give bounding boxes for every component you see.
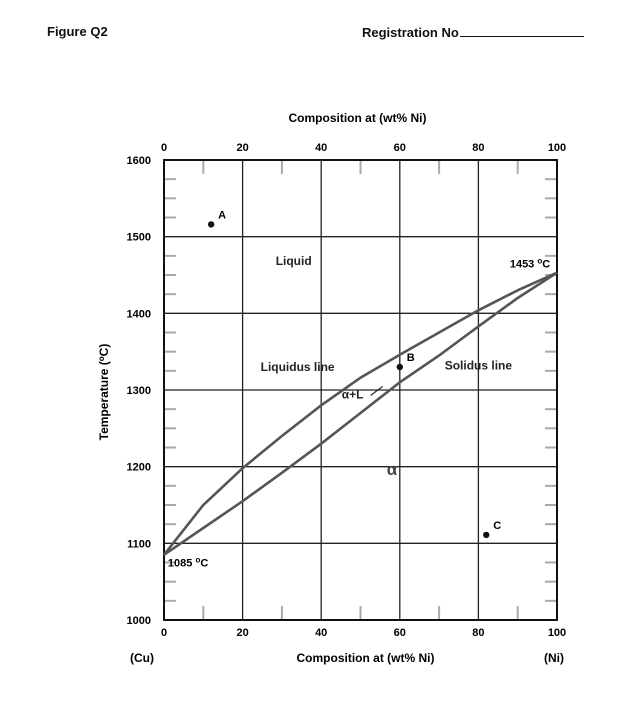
solidus-curve	[163, 271, 558, 556]
point-c-label: C	[493, 520, 501, 532]
ni-end-label: (Ni)	[544, 651, 564, 665]
minor-ticks	[164, 160, 557, 620]
x-top-tick-label: 20	[236, 142, 248, 154]
registration-blank-line	[459, 24, 584, 37]
tick-labels: 0 0 20 20 40 40 60 60 80 80 100 100 1000 1100 1200 1300…	[127, 142, 567, 639]
region-label-0: Liquid	[276, 254, 312, 268]
melting-point-label-0: 1453 oC	[510, 256, 550, 270]
point-a-label: A	[218, 209, 226, 221]
y-title-pre: Temperature (	[97, 361, 111, 440]
liquidus-curve	[162, 271, 558, 556]
degree-unit: C	[200, 557, 208, 569]
point-b-label: B	[407, 352, 415, 364]
x-axis-top-title: Composition at (wt% Ni)	[289, 111, 427, 125]
registration-label: Registration No	[362, 25, 459, 40]
y-tick-label: 1000	[127, 615, 151, 627]
x-bottom-tick-label: 100	[548, 627, 566, 639]
melting-point-value: 1085	[168, 557, 196, 569]
x-top-tick-label: 40	[315, 142, 327, 154]
x-top-tick-label: 80	[472, 142, 484, 154]
melting-point-value: 1453	[510, 258, 538, 270]
phase-curves	[162, 271, 558, 556]
y-title-sup: o	[97, 356, 106, 361]
alpha-l-pointer	[370, 385, 384, 396]
x-bottom-tick-label: 40	[315, 627, 327, 639]
region-label-2: Solidus line	[445, 358, 513, 372]
x-top-tick-label: 0	[161, 142, 167, 154]
point-a-marker	[207, 221, 215, 228]
x-bottom-tick-label: 0	[161, 627, 167, 639]
y-tick-label: 1200	[127, 462, 151, 474]
y-title-post: C)	[97, 344, 111, 357]
y-tick-label: 1300	[127, 385, 151, 397]
y-axis-title: Temperature (oC)	[97, 344, 111, 441]
x-bottom-tick-label: 80	[472, 627, 484, 639]
x-top-tick-label: 60	[394, 142, 406, 154]
region-label-1: Liquidus line	[261, 360, 335, 374]
y-tick-label: 1500	[127, 232, 151, 244]
cu-end-label: (Cu)	[130, 651, 154, 665]
melting-point-label-1: 1085 oC	[168, 555, 208, 569]
x-bottom-tick-label: 60	[394, 627, 406, 639]
degree-sup: o	[537, 256, 542, 265]
y-tick-label: 1600	[127, 155, 151, 167]
y-tick-label: 1400	[127, 308, 151, 320]
x-axis-bottom-title: Composition at (wt% Ni)	[297, 651, 435, 665]
registration-field: Registration No	[362, 24, 584, 40]
plot-frame	[163, 159, 558, 621]
figure-label: Figure Q2	[47, 24, 108, 39]
region-label-3: α+L	[342, 387, 364, 401]
region-label-4: α	[387, 460, 398, 479]
point-c-marker	[483, 531, 490, 539]
y-tick-label: 1100	[127, 538, 151, 550]
point-b-marker	[396, 363, 403, 371]
degree-sup: o	[195, 555, 200, 564]
degree-unit: C	[542, 258, 550, 270]
x-top-tick-label: 100	[548, 142, 566, 154]
annotations: A B C Liquid Liquidus line Solidus line α+L α 14…	[168, 209, 550, 569]
x-bottom-tick-label: 20	[236, 627, 248, 639]
